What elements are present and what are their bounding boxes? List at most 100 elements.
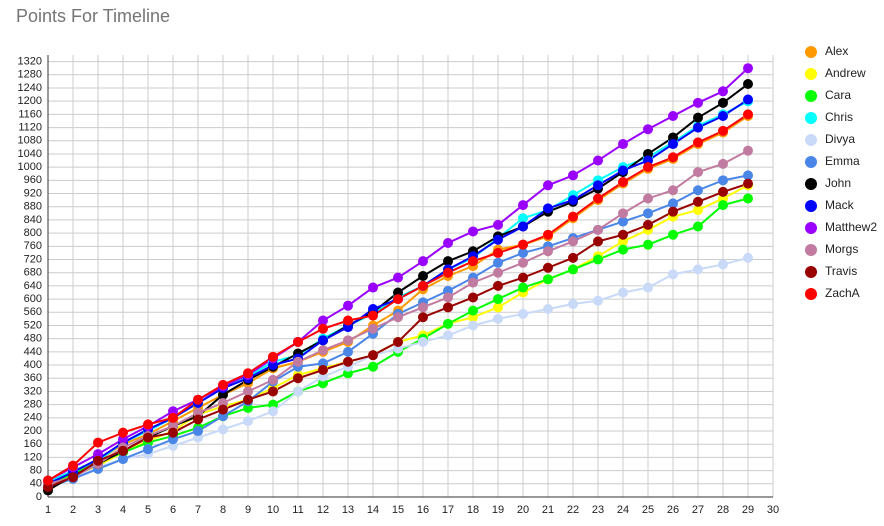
data-point <box>543 203 553 214</box>
x-tick-label: 3 <box>95 504 101 516</box>
y-tick-label: 840 <box>24 214 42 226</box>
data-point <box>118 445 128 456</box>
x-tick-label: 23 <box>592 504 604 516</box>
y-tick-label: 320 <box>24 385 42 397</box>
y-tick-label: 920 <box>24 187 42 199</box>
data-point <box>493 247 503 258</box>
data-point <box>493 302 503 313</box>
x-tick-label: 24 <box>617 504 629 516</box>
data-point <box>343 315 353 326</box>
legend-marker <box>805 46 817 58</box>
data-point <box>218 424 228 435</box>
data-point <box>418 312 428 323</box>
data-point <box>543 274 553 285</box>
x-tick-label: 2 <box>70 504 76 516</box>
data-point <box>643 239 653 250</box>
x-tick-label: 9 <box>245 504 251 516</box>
y-tick-label: 120 <box>24 451 42 463</box>
legend-marker <box>805 156 817 168</box>
data-point <box>568 211 578 222</box>
data-point <box>668 198 678 209</box>
x-tick-label: 11 <box>292 504 303 516</box>
data-point <box>743 252 753 263</box>
data-point <box>493 257 503 268</box>
x-tick-label: 8 <box>220 504 226 516</box>
y-tick-label: 1040 <box>18 148 42 160</box>
data-point <box>718 259 728 270</box>
y-tick-label: 80 <box>30 465 42 477</box>
data-point <box>368 310 378 321</box>
data-point <box>718 158 728 169</box>
data-point <box>393 272 403 283</box>
data-point <box>643 162 653 173</box>
data-point <box>593 224 603 235</box>
data-point <box>568 252 578 263</box>
data-point <box>368 361 378 372</box>
x-tick-label: 20 <box>517 504 529 516</box>
data-point <box>743 193 753 204</box>
legend-marker <box>805 266 817 278</box>
y-tick-label: 200 <box>24 425 42 437</box>
data-point <box>668 139 678 150</box>
x-tick-label: 1 <box>45 504 51 516</box>
data-point <box>618 139 628 150</box>
data-point <box>543 262 553 273</box>
data-point <box>243 386 253 397</box>
y-tick-label: 520 <box>24 319 42 331</box>
x-tick-label: 27 <box>692 504 704 516</box>
y-tick-label: 160 <box>24 438 42 450</box>
x-tick-label: 18 <box>467 504 479 516</box>
data-point <box>168 427 178 438</box>
data-point <box>443 292 453 303</box>
x-tick-label: 12 <box>317 504 329 516</box>
data-point <box>368 323 378 334</box>
data-point <box>518 221 528 232</box>
data-point <box>643 124 653 135</box>
data-point <box>243 368 253 379</box>
data-point <box>718 200 728 211</box>
legend-label: Morgs <box>825 242 858 256</box>
data-point <box>518 239 528 250</box>
x-tick-label: 10 <box>267 504 279 516</box>
data-point <box>118 427 128 438</box>
x-tick-label: 14 <box>367 504 379 516</box>
data-point <box>418 302 428 313</box>
data-point <box>643 219 653 230</box>
y-tick-label: 680 <box>24 267 42 279</box>
y-tick-label: 1320 <box>18 56 42 68</box>
data-point <box>343 300 353 311</box>
legend-label: Travis <box>825 264 857 278</box>
data-point <box>118 454 128 465</box>
data-point <box>618 208 628 219</box>
data-point <box>518 247 528 258</box>
data-point <box>568 170 578 181</box>
data-point <box>668 152 678 163</box>
legend-label: Alex <box>825 44 848 58</box>
data-point <box>618 244 628 255</box>
data-point <box>618 216 628 227</box>
y-tick-label: 1240 <box>18 82 42 94</box>
data-point <box>693 137 703 148</box>
legend-label: John <box>825 176 851 190</box>
chart-title: Points For Timeline <box>16 6 170 26</box>
data-point <box>693 221 703 232</box>
data-point <box>618 287 628 298</box>
data-point <box>268 406 278 417</box>
data-point <box>343 346 353 357</box>
data-point <box>268 351 278 362</box>
data-point <box>443 256 453 267</box>
data-point <box>93 437 103 448</box>
legend-label: Cara <box>825 88 851 102</box>
data-point <box>693 185 703 196</box>
legend-marker <box>805 68 817 80</box>
data-point <box>143 444 153 455</box>
data-point <box>718 125 728 136</box>
y-tick-label: 720 <box>24 253 42 265</box>
data-point <box>618 165 628 176</box>
legend-marker <box>805 200 817 212</box>
data-point <box>218 379 228 390</box>
y-tick-label: 1000 <box>18 161 42 173</box>
legend-label: Mack <box>825 198 855 212</box>
data-point <box>468 292 478 303</box>
data-point <box>468 320 478 331</box>
